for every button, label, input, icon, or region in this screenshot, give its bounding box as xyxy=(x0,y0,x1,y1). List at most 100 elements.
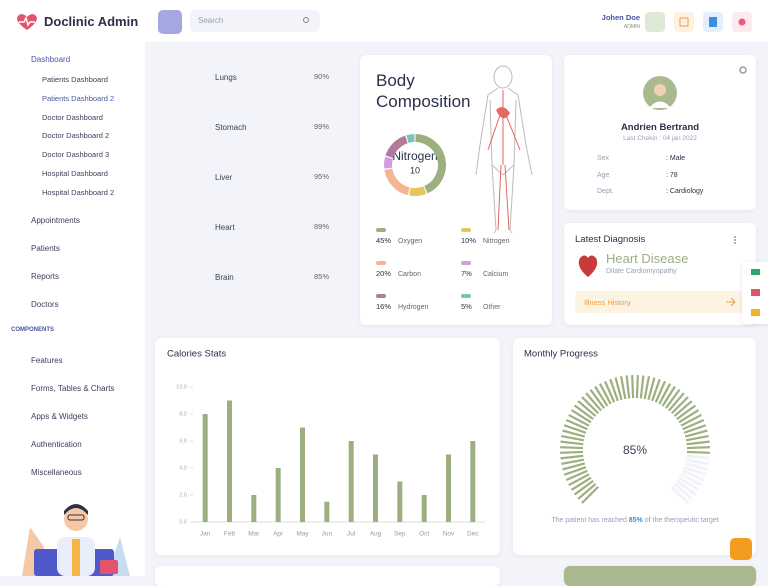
chat-button[interactable] xyxy=(730,538,752,560)
search-icon xyxy=(303,17,309,23)
user-role: ADMIN xyxy=(623,24,640,30)
bar xyxy=(324,501,330,522)
gauge-tick xyxy=(680,472,703,487)
x-tick-label: Nov xyxy=(443,531,455,538)
menu-item[interactable]: Features xyxy=(31,355,63,365)
gauge-tick xyxy=(685,434,709,442)
illness-history-button[interactable]: Illness History xyxy=(575,291,745,313)
submenu-item[interactable]: Patients Dashboard xyxy=(42,75,108,84)
gauge-tick xyxy=(581,396,600,415)
menu-item[interactable]: Apps & Widgets xyxy=(31,412,88,421)
toolbar-icon[interactable] xyxy=(751,289,760,296)
x-tick-label: Jul xyxy=(347,531,356,538)
gauge-tick xyxy=(577,483,597,500)
legend-swatch xyxy=(461,228,471,232)
settings-button[interactable] xyxy=(732,12,752,32)
legend-value: 5% xyxy=(461,302,472,311)
menu-item[interactable]: Miscellaneous xyxy=(31,468,82,478)
legend-name: Other xyxy=(483,304,501,311)
gauge-tick xyxy=(676,404,696,421)
gauge-tick xyxy=(682,469,705,482)
menu-item[interactable]: Doctors xyxy=(31,299,59,309)
user-avatar[interactable] xyxy=(645,12,665,32)
x-tick-label: Sep xyxy=(394,531,406,538)
header: Doclinic Admin Search Johen Doe ADMIN xyxy=(0,0,768,42)
gauge-tick xyxy=(661,385,676,407)
gauge-tick xyxy=(568,413,590,427)
body-composition-card: Body Composition Nitrogen 10 45% Oxygen 10… xyxy=(360,55,552,325)
settings-icon[interactable] xyxy=(738,65,748,75)
gauge-tick xyxy=(560,446,584,450)
legend-value: 10% xyxy=(461,236,476,245)
progress-card: Monthly Progress 85% The patient has rea… xyxy=(513,338,756,555)
bar xyxy=(227,400,232,522)
x-tick-label: May xyxy=(296,531,309,538)
gauge-tick xyxy=(683,424,707,434)
submenu-item[interactable]: Doctor Dashboard 2 xyxy=(42,131,110,141)
gauge-tick xyxy=(577,400,597,417)
menu-toggle[interactable] xyxy=(158,10,182,34)
gauge-tick xyxy=(565,469,588,482)
gauge-tick xyxy=(574,404,594,421)
organ-name: Liver xyxy=(215,173,233,182)
menu-item[interactable]: Patients xyxy=(31,243,60,253)
search-box[interactable]: Search xyxy=(190,10,320,32)
patient-checkin: Last Chekin : 04 jan 2022 xyxy=(623,135,697,142)
gauge-tick xyxy=(643,376,651,400)
logo xyxy=(17,14,37,30)
menu-item[interactable]: Appointments xyxy=(31,215,80,225)
fullscreen-button[interactable] xyxy=(674,12,694,32)
submenu-item[interactable]: Hospital Dashboard xyxy=(42,169,108,178)
gauge-tick xyxy=(603,380,616,403)
legend-name: Carbon xyxy=(398,271,421,278)
menu-item[interactable]: Forms, Tables & Charts xyxy=(31,383,115,393)
gauge-tick xyxy=(585,392,602,412)
gauge-tick xyxy=(685,458,709,466)
submenu-item[interactable]: Doctor Dashboard 3 xyxy=(42,150,110,160)
legend-value: 16% xyxy=(376,302,391,311)
gauge-tick xyxy=(686,450,710,454)
legend-name: Oxygen xyxy=(398,238,422,245)
chart-title: Monthly Progress xyxy=(524,349,598,360)
x-tick-label: Oct xyxy=(419,531,429,538)
chart-title: Calories Stats xyxy=(167,349,226,360)
sidebar: Dashboard Patients Dashboard Patients Dash… xyxy=(0,42,145,576)
x-tick-label: Feb xyxy=(224,531,236,538)
menu-item[interactable]: Authentication xyxy=(31,440,82,450)
field-key: Dept. xyxy=(597,188,614,195)
legend-name: Hydrogen xyxy=(398,304,428,311)
toolbar-icon[interactable] xyxy=(751,269,760,275)
donut-segment xyxy=(385,135,408,159)
donut-segment xyxy=(384,156,393,169)
caption-after: of the theropeutic target xyxy=(645,517,719,524)
gauge-tick xyxy=(565,418,588,431)
more-icon[interactable] xyxy=(732,235,738,245)
field-value: : 78 xyxy=(666,171,678,179)
brand: Doclinic Admin xyxy=(44,14,139,29)
gauge-tick xyxy=(684,462,708,471)
toolbar-icon[interactable] xyxy=(751,309,760,316)
bar xyxy=(421,495,427,522)
menu-item[interactable]: Reports xyxy=(31,271,60,281)
menu-item[interactable]: Dashboard xyxy=(31,55,71,64)
gauge-tick xyxy=(598,383,612,405)
bar xyxy=(275,468,281,522)
gauge-tick xyxy=(675,479,697,496)
notes-button[interactable] xyxy=(703,12,723,32)
doctor-illustration xyxy=(22,504,130,576)
gauge-tick xyxy=(562,462,586,471)
legend-swatch xyxy=(376,228,386,232)
submenu-item[interactable]: Patients Dashboard 2 xyxy=(42,93,115,103)
submenu-item[interactable]: Doctor Dashboard xyxy=(42,112,103,122)
organ-name: Brain xyxy=(215,273,234,282)
gauge-tick xyxy=(670,485,690,505)
gauge-tick xyxy=(560,440,584,446)
gauge-tick xyxy=(678,476,700,492)
legend-value: 7% xyxy=(461,269,472,278)
field-key: Sex xyxy=(597,155,610,162)
gauge-tick xyxy=(563,466,587,476)
donut-segment xyxy=(406,134,415,143)
x-tick-label: Dec xyxy=(467,531,479,538)
submenu-item[interactable]: Hospital Dashboard 2 xyxy=(42,187,115,197)
